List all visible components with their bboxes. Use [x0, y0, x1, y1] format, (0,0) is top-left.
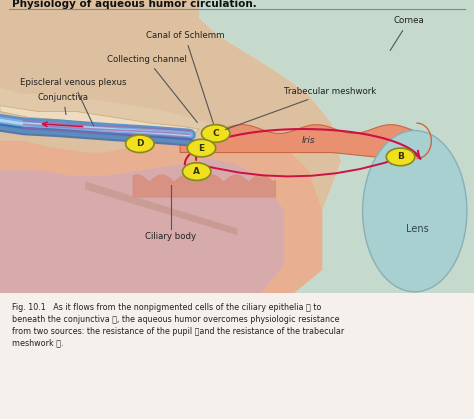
Polygon shape: [0, 135, 322, 293]
Circle shape: [182, 163, 211, 180]
Polygon shape: [0, 88, 218, 147]
Text: Lens: Lens: [406, 224, 428, 234]
Text: Cornea: Cornea: [390, 16, 424, 50]
Circle shape: [386, 148, 415, 166]
Polygon shape: [0, 0, 341, 293]
Polygon shape: [0, 106, 199, 138]
FancyBboxPatch shape: [0, 0, 474, 293]
Text: Physiology of aqueous humor circulation.: Physiology of aqueous humor circulation.: [12, 0, 256, 9]
Text: Episcleral venous plexus: Episcleral venous plexus: [20, 78, 127, 126]
Circle shape: [187, 140, 216, 157]
Text: A: A: [193, 167, 200, 176]
Text: E: E: [199, 144, 204, 153]
Circle shape: [126, 135, 154, 153]
Circle shape: [201, 124, 230, 142]
Text: D: D: [136, 139, 144, 148]
Text: Fig. 10.1   As it flows from the nonpigmented cells of the ciliary epithelia Ⓐ t: Fig. 10.1 As it flows from the nonpigmen…: [12, 303, 344, 348]
Text: Ciliary body: Ciliary body: [145, 232, 196, 241]
Polygon shape: [180, 125, 417, 161]
Text: Iris: Iris: [301, 136, 315, 145]
Text: Collecting channel: Collecting channel: [107, 54, 197, 122]
Polygon shape: [206, 126, 223, 135]
Text: C: C: [212, 129, 219, 138]
Text: Trabecular meshwork: Trabecular meshwork: [226, 87, 377, 129]
Text: Conjunctiva: Conjunctiva: [38, 93, 89, 114]
Polygon shape: [0, 158, 284, 293]
Polygon shape: [199, 0, 474, 293]
Text: B: B: [397, 153, 404, 161]
Text: Canal of Schlemm: Canal of Schlemm: [146, 31, 224, 124]
Ellipse shape: [363, 130, 467, 292]
